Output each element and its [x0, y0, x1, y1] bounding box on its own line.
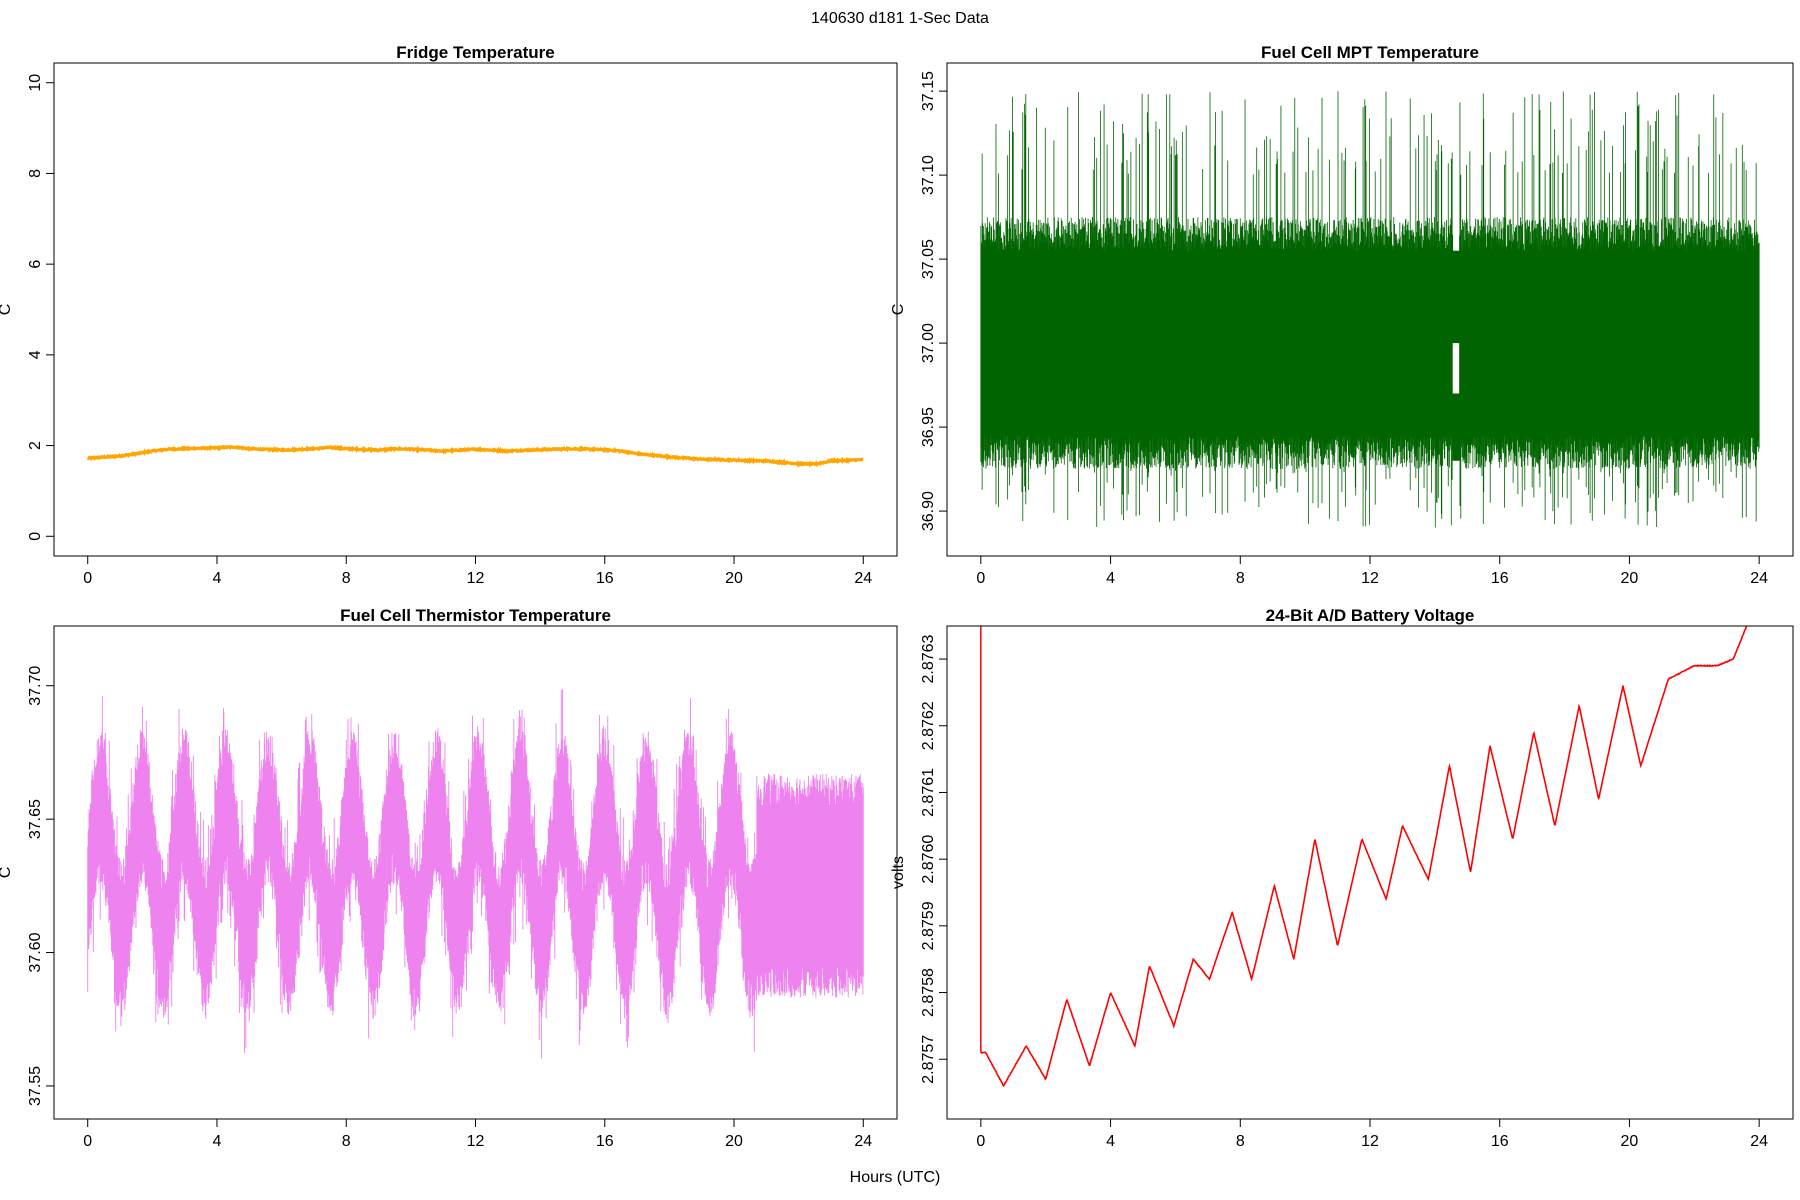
x-tick-label: 8: [1236, 1133, 1245, 1150]
y-tick-label: 2: [27, 441, 44, 450]
chart-panel-4: 24-Bit A/D Battery Voltage volts 0 4 8 12 16 20…: [890, 606, 1794, 1150]
x-tick-label: 4: [213, 1133, 222, 1150]
x-tick-label: 12: [467, 570, 485, 587]
x-tick-label: 4: [1106, 570, 1115, 587]
series-group: [980, 91, 1760, 528]
y-tick-label: 2.8760: [920, 835, 937, 884]
y-tick-label: 2.8763: [920, 634, 937, 683]
y-tick-label: 6: [27, 260, 44, 269]
panels: Fridge TemperatureC048121620240246810Fue…: [0, 43, 1794, 1150]
x-tick-label: 16: [596, 1133, 614, 1150]
chart-title: Fuel Cell MPT Temperature: [1261, 43, 1479, 62]
x-tick-label: 8: [342, 1133, 351, 1150]
y-tick-label: 8: [27, 169, 44, 178]
y-tick-label: 10: [27, 74, 44, 92]
x-tick-label: 12: [467, 1133, 485, 1150]
y-tick-label: 2.8759: [920, 901, 937, 950]
x-tick-label: 20: [1621, 1133, 1639, 1150]
page-title: 140630 d181 1-Sec Data: [811, 10, 989, 27]
y-tick-label: 37.55: [27, 1066, 44, 1106]
y-axis-label: C: [0, 304, 14, 316]
chart-panel-3: Fuel Cell Thermistor Temperature C 0 4 8 12 16…: [0, 606, 898, 1150]
y-tick-label: 4: [27, 350, 44, 359]
y-tick-label: 36.95: [920, 407, 937, 447]
x-tick-label: 12: [1361, 1133, 1379, 1150]
x-tick-label: 0: [976, 1133, 985, 1150]
series-line: [86, 444, 864, 468]
x-tick-label: 24: [1750, 1133, 1768, 1150]
shared-x-axis-label: Hours (UTC): [850, 1169, 941, 1186]
series-group: [980, 626, 1759, 1088]
series-dip: [1452, 343, 1460, 394]
y-tick-label: 37.65: [27, 799, 44, 839]
x-tick-label: 20: [1621, 570, 1639, 587]
chart-panel-1: Fridge TemperatureC048121620240246810: [0, 43, 898, 587]
x-tick-label: 4: [1106, 1133, 1115, 1150]
y-axis-label: C: [890, 304, 907, 316]
x-tick-label: 16: [596, 570, 614, 587]
series-group: [86, 444, 864, 468]
x-tick-label: 0: [976, 570, 985, 587]
x-tick-label: 8: [1236, 570, 1245, 587]
series-core: [980, 250, 1760, 436]
y-tick-label: 37.70: [27, 666, 44, 706]
x-tick-label: 20: [725, 1133, 743, 1150]
y-tick-label: 2.8758: [920, 968, 937, 1017]
x-tick-label: 24: [854, 1133, 872, 1150]
y-axis-label: C: [0, 867, 14, 879]
y-tick-label: 2.8762: [920, 701, 937, 750]
chart-title: 24-Bit A/D Battery Voltage: [1266, 606, 1475, 625]
x-tick-label: 12: [1361, 570, 1379, 587]
y-tick-label: 37.05: [920, 239, 937, 279]
x-tick-label: 0: [83, 1133, 92, 1150]
y-tick-label: 2.8757: [920, 1035, 937, 1084]
x-tick-label: 8: [342, 570, 351, 587]
series-group: [87, 689, 864, 1059]
x-tick-label: 24: [854, 570, 872, 587]
chart-title: Fuel Cell Thermistor Temperature: [340, 606, 611, 625]
y-tick-label: 2.8761: [920, 768, 937, 817]
y-tick-label: 37.10: [920, 155, 937, 195]
series-line: [980, 626, 1759, 1088]
chart-title: Fridge Temperature: [396, 43, 554, 62]
y-tick-label: 0: [27, 532, 44, 541]
y-tick-label: 37.15: [920, 71, 937, 111]
x-tick-label: 0: [83, 570, 92, 587]
y-axis-label: volts: [890, 856, 907, 889]
x-tick-label: 24: [1750, 570, 1768, 587]
x-tick-label: 20: [725, 570, 743, 587]
x-tick-label: 16: [1491, 1133, 1509, 1150]
x-tick-label: 4: [213, 570, 222, 587]
y-tick-label: 36.90: [920, 491, 937, 531]
y-tick-label: 37.00: [920, 323, 937, 363]
x-tick-label: 16: [1491, 570, 1509, 587]
y-tick-label: 37.60: [27, 932, 44, 972]
series-band: [87, 689, 864, 1059]
chart-panel-2: Fuel Cell MPT Temperature C 0 4 8 12 16 20 24 36.…: [890, 43, 1794, 587]
